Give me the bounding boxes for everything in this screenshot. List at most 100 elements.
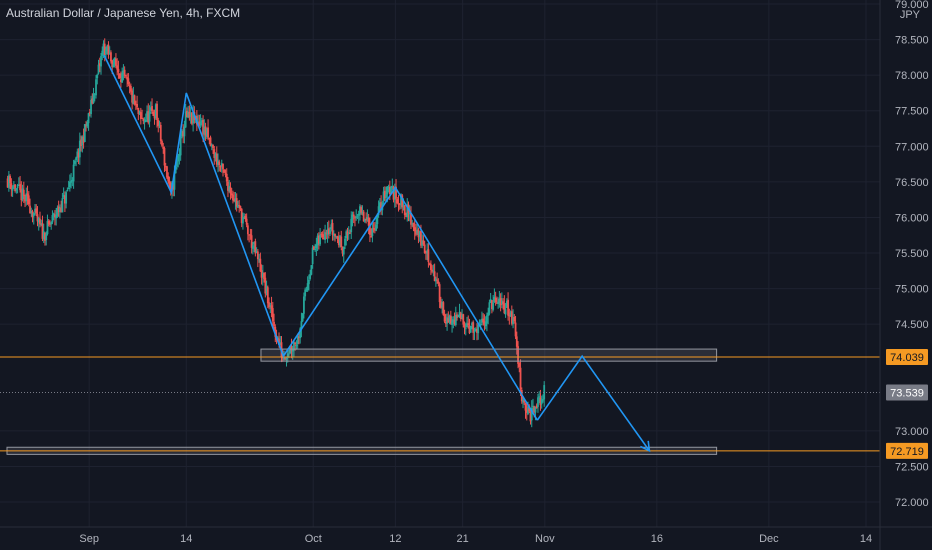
candle-body — [515, 336, 518, 347]
candle-body — [22, 189, 25, 196]
candle-body — [96, 74, 99, 79]
candle-body — [81, 136, 84, 145]
candle-body — [415, 230, 417, 235]
candle-body — [187, 111, 190, 118]
candle-body — [402, 205, 405, 207]
candle-body — [291, 349, 294, 352]
candle-body — [217, 160, 219, 165]
candle-body — [86, 122, 89, 127]
candle-body — [167, 176, 170, 182]
candle-body — [223, 169, 226, 173]
candle-body — [202, 119, 204, 135]
candle-body — [391, 185, 394, 189]
candle-body — [54, 214, 56, 218]
candle-body — [530, 408, 533, 421]
candle-body — [385, 194, 387, 198]
candle-body — [232, 194, 234, 201]
candle-body — [169, 182, 172, 191]
candle-body — [20, 189, 23, 201]
candle-body — [387, 186, 390, 188]
candle-body — [30, 210, 33, 213]
candle-body — [234, 198, 237, 203]
candle-body — [494, 298, 497, 303]
price-tag — [886, 348, 928, 365]
x-tick-label: Sep — [79, 533, 99, 545]
candle-body — [438, 284, 441, 303]
candle-body — [392, 186, 395, 200]
candle-body — [19, 184, 21, 191]
candle-body — [222, 163, 224, 170]
candle-body — [299, 328, 302, 339]
candle-body — [463, 323, 466, 328]
y-tick-label: 78.500 — [895, 35, 929, 47]
candle-body — [242, 217, 244, 224]
price-tag-label: 73.539 — [890, 388, 924, 400]
candle-body — [182, 131, 185, 137]
candle-body — [457, 314, 460, 318]
candle-body — [429, 263, 432, 270]
candle-body — [351, 214, 354, 220]
candle-body — [177, 155, 180, 162]
candle-body — [454, 315, 457, 326]
candle-body — [355, 216, 358, 218]
candle-body — [256, 251, 259, 260]
candle-body — [172, 183, 175, 190]
candle-body — [398, 203, 401, 205]
candle-body — [50, 222, 53, 225]
candle-body — [153, 114, 156, 119]
candle-body — [260, 270, 263, 278]
candle-body — [203, 126, 206, 135]
candle-body — [295, 345, 298, 347]
candle-body — [147, 111, 150, 123]
candle-body — [44, 232, 46, 241]
candle-body — [108, 53, 111, 55]
candle-body — [330, 224, 333, 230]
candle-body — [421, 240, 424, 246]
candle-body — [42, 231, 45, 240]
candle-body — [168, 180, 171, 184]
y-tick-label: 73.000 — [895, 426, 929, 438]
candle-body — [361, 212, 364, 214]
candle-body — [284, 357, 287, 360]
candle-body — [417, 229, 420, 238]
candle-body — [39, 218, 41, 225]
y-tick-label: 77.000 — [895, 141, 929, 153]
candle-body — [428, 263, 431, 266]
candle-body — [183, 126, 186, 137]
candle-body — [300, 321, 303, 330]
candle-body — [306, 283, 309, 291]
candle-body — [163, 148, 166, 166]
candle-body — [372, 228, 375, 230]
candle-body — [235, 198, 238, 207]
candle-body — [40, 223, 43, 225]
candle-body — [437, 281, 440, 284]
y-tick-label: 77.500 — [895, 106, 929, 118]
candle-body — [141, 118, 143, 120]
candle-body — [488, 302, 491, 314]
candle-body — [469, 325, 472, 333]
candle-body — [342, 246, 345, 255]
candle-body — [439, 301, 442, 308]
candle-body — [527, 406, 529, 414]
candle-body — [462, 314, 465, 325]
candle-body — [537, 397, 539, 407]
candle-body — [367, 217, 370, 226]
candle-body — [344, 238, 346, 246]
candle-body — [464, 328, 467, 330]
candle-body — [341, 248, 344, 254]
candle-body — [205, 128, 208, 137]
candle-body — [10, 183, 13, 190]
candle-body — [400, 194, 402, 206]
candle-body — [70, 180, 73, 183]
candle-body — [179, 137, 182, 156]
candle-body — [305, 289, 308, 291]
candle-body — [229, 187, 232, 194]
candle-body — [72, 164, 75, 182]
candle-body — [405, 215, 407, 217]
candle-body — [532, 405, 534, 408]
candle-body — [87, 113, 90, 124]
candle-body — [490, 300, 493, 310]
candle-body — [31, 211, 34, 218]
candle-body — [442, 302, 445, 315]
